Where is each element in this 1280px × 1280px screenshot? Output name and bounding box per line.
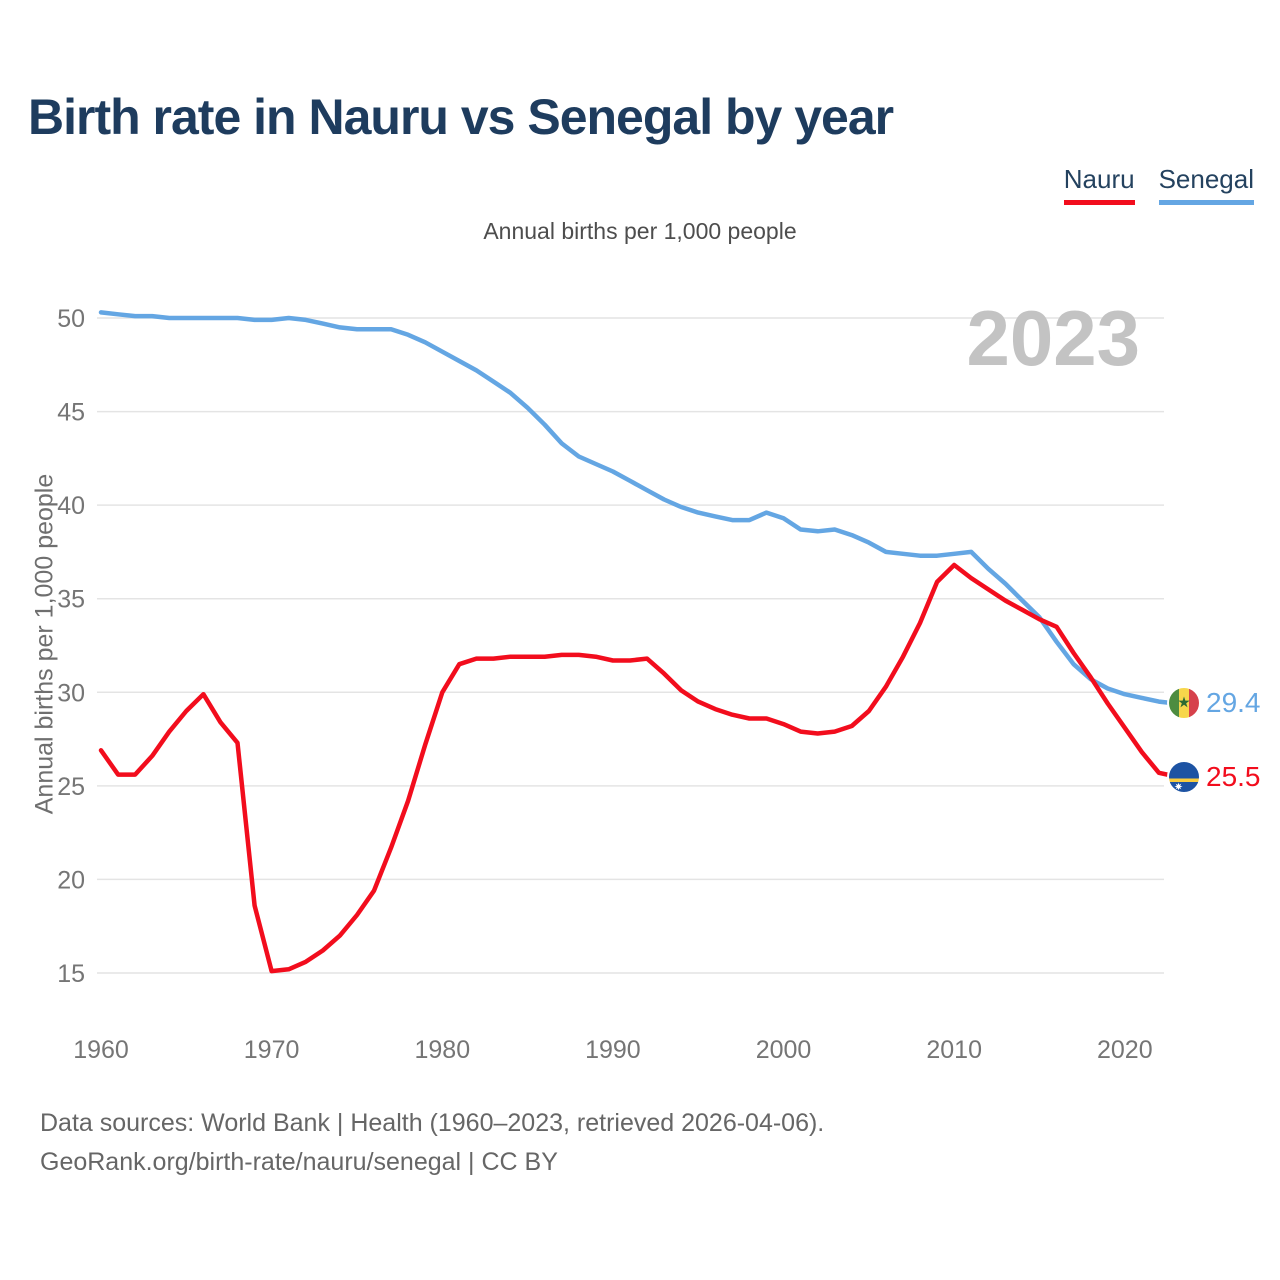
senegal-flag-icon (1167, 686, 1201, 720)
y-tick-label: 20 (57, 866, 85, 894)
footer-attribution-line: GeoRank.org/birth-rate/nauru/senegal | C… (40, 1148, 558, 1176)
y-tick-label: 15 (57, 960, 85, 988)
x-tick-label: 1990 (585, 1036, 641, 1064)
end-label-nauru: 25.5 (1167, 760, 1261, 794)
y-tick-label: 35 (57, 586, 85, 614)
y-tick-label: 40 (57, 492, 85, 520)
nauru-end-value: 25.5 (1206, 761, 1261, 792)
y-tick-label: 30 (57, 679, 85, 707)
legend-label-nauru: Nauru (1063, 164, 1135, 194)
series-line-senegal (98, 310, 1179, 706)
page-title: Birth rate in Nauru vs Senegal by year (28, 89, 894, 145)
end-label-senegal: 29.4 (1167, 686, 1261, 720)
footer-sources-line: Data sources: World Bank | Health (1960–… (40, 1109, 825, 1137)
year-watermark: 2023 (966, 294, 1140, 382)
x-tick-label: 1960 (73, 1036, 129, 1064)
chart-subtitle: Annual births per 1,000 people (483, 218, 797, 244)
x-tick-label: 1980 (414, 1036, 470, 1064)
nauru-flag-icon (1167, 760, 1201, 794)
y-tick-label: 50 (57, 305, 85, 333)
x-tick-label: 2000 (756, 1036, 812, 1064)
y-tick-label: 45 (57, 399, 85, 427)
footer: Data sources: World Bank | Health (1960–… (40, 1104, 824, 1182)
y-tick-label: 25 (57, 773, 85, 801)
senegal-end-value: 29.4 (1206, 687, 1261, 718)
series-line-nauru (98, 562, 1179, 974)
x-tick-label: 1970 (244, 1036, 300, 1064)
legend-label-senegal: Senegal (1158, 164, 1254, 194)
legend: Nauru Senegal (1063, 164, 1254, 205)
x-tick-label: 2010 (926, 1036, 982, 1064)
legend-item-nauru[interactable]: Nauru (1063, 164, 1135, 205)
x-tick-label: 2020 (1097, 1036, 1153, 1064)
legend-item-senegal[interactable]: Senegal (1158, 164, 1254, 205)
